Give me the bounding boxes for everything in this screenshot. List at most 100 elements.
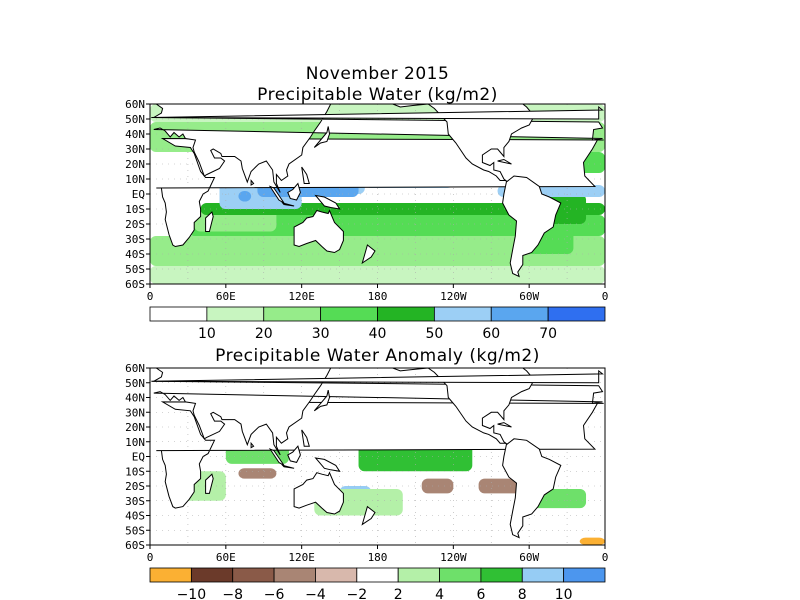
coastline-cuba <box>497 158 512 165</box>
colorbar-swatch <box>433 306 492 322</box>
map-title-variable: Precipitable Water (kg/m2) <box>257 85 498 105</box>
colorbar-swatch <box>547 306 606 322</box>
colorbar-label: −6 <box>264 587 285 600</box>
lon-label: 120W <box>440 290 467 303</box>
lat-label: 20S <box>125 480 145 493</box>
colorbar-swatch <box>149 306 208 322</box>
lon-label: 120E <box>288 290 315 303</box>
coastline-new-guinea <box>314 194 341 210</box>
colorbar-swatch <box>439 567 482 583</box>
lat-label: 40S <box>125 248 145 261</box>
lat-label: 50S <box>125 263 145 276</box>
coastline-greenland <box>535 368 568 369</box>
anom-colorbar: −10 −8 −6 −4 −2 2 4 6 8 10 <box>149 567 606 600</box>
pw-colorbar: 10 20 30 40 50 60 70 <box>149 306 606 342</box>
coastline-uk <box>151 105 604 120</box>
lat-label: 20N <box>125 421 145 434</box>
coastline-north-america <box>392 368 535 446</box>
lat-label: 30S <box>125 495 145 508</box>
lat-label: 20S <box>125 218 145 231</box>
lat-label: EQ <box>132 451 145 464</box>
colorbar-swatch <box>232 567 275 583</box>
colorbar-swatch <box>149 567 192 583</box>
coastline-uk <box>151 369 604 384</box>
colorbar-swatch <box>320 306 378 322</box>
field-region <box>150 236 605 266</box>
colorbar-label: 2 <box>394 587 403 600</box>
colorbar-swatch <box>206 306 265 322</box>
lat-label: 60N <box>125 98 145 111</box>
colorbar-label: 10 <box>198 326 216 342</box>
colorbar-label: −2 <box>346 587 367 600</box>
colorbar-label: 10 <box>555 587 573 600</box>
colorbar-swatch <box>521 567 565 583</box>
lon-label: 0 <box>147 290 154 303</box>
colorbar-label: 4 <box>435 587 444 600</box>
coastline-australia <box>293 471 344 515</box>
lon-label: 60E <box>216 290 236 303</box>
colorbar-label: 50 <box>425 326 443 342</box>
field-region <box>421 478 454 494</box>
lat-label: 60S <box>125 539 145 552</box>
lat-label: 60N <box>125 362 145 375</box>
field-region <box>238 191 252 202</box>
coastline-philippines <box>301 166 310 184</box>
coastline-sri-lanka <box>250 179 255 186</box>
colorbar-label: 8 <box>518 587 527 600</box>
lat-label: 40S <box>125 510 145 523</box>
lat-label: 40N <box>125 392 145 405</box>
coastline-borneo <box>287 182 301 201</box>
coastline-japan <box>313 389 331 412</box>
colorbar-swatch <box>273 567 316 583</box>
lon-label: 0 <box>602 290 609 303</box>
lat-label: 60S <box>125 278 145 291</box>
coastline-new-zealand <box>361 505 376 526</box>
coastline-sri-lanka <box>250 441 255 449</box>
lon-label: 60W <box>519 551 539 564</box>
lat-label: 20N <box>125 158 145 171</box>
lon-label: 180 <box>368 551 388 564</box>
anomaly-map-title: Precipitable Water Anomaly (kg/m2) <box>215 346 540 366</box>
lat-label: 30N <box>125 406 145 419</box>
coastline-borneo <box>287 445 301 463</box>
lat-label: 50S <box>125 524 145 537</box>
colorbar-swatch <box>490 306 549 322</box>
lat-label: 10N <box>125 436 145 449</box>
field-region <box>579 537 605 545</box>
field-region <box>150 266 605 284</box>
colorbar-swatch <box>356 567 399 583</box>
lat-label: 30N <box>125 143 145 156</box>
lon-label: 60W <box>519 290 539 303</box>
colorbar-label: 60 <box>482 326 500 342</box>
colorbar-label: 6 <box>476 587 485 600</box>
coastline-madagascar <box>205 211 214 232</box>
lat-label: 50N <box>125 377 145 390</box>
colorbar-label: 70 <box>539 326 557 342</box>
coastline-japan <box>313 126 331 148</box>
lon-label: 180 <box>368 290 388 303</box>
colorbar-label: 20 <box>255 326 273 342</box>
lon-label: 60E <box>216 551 236 564</box>
lat-label: 40N <box>125 128 145 141</box>
lon-label: 0 <box>602 551 609 564</box>
colorbar-label: −4 <box>305 587 326 600</box>
lon-label: 0 <box>147 551 154 564</box>
coastline-new-guinea <box>314 457 341 472</box>
colorbar-swatch <box>263 306 322 322</box>
pw-field <box>150 104 605 284</box>
lat-label: EQ <box>132 188 145 201</box>
field-region <box>187 215 605 236</box>
lat-label: 50N <box>125 113 145 126</box>
lat-label: 10S <box>125 465 145 478</box>
colorbar-swatch <box>397 567 440 583</box>
coastline-madagascar <box>205 473 214 494</box>
coastline-south-america <box>502 175 562 278</box>
coastline-north-america <box>392 104 535 183</box>
lat-label: 30S <box>125 233 145 246</box>
coastline-java <box>281 202 295 207</box>
coastline-greenland <box>535 104 568 105</box>
coastline-java <box>281 464 295 469</box>
coastline-australia <box>293 209 344 254</box>
